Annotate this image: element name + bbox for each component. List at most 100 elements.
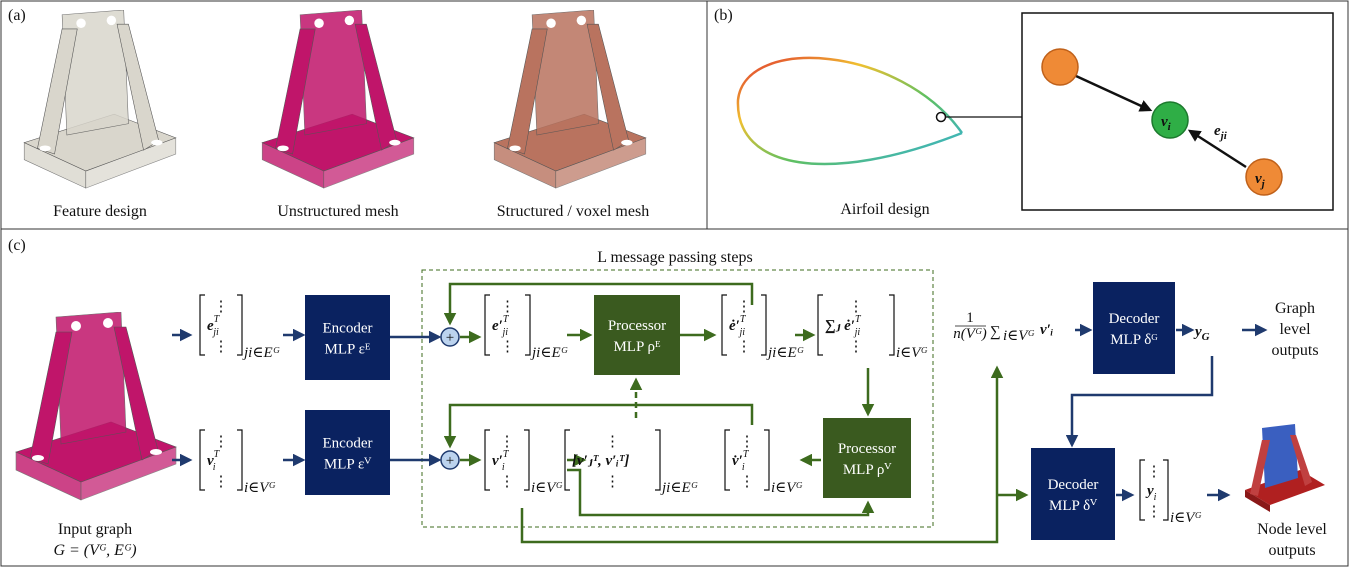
bracket [1163,460,1168,520]
matrix-index: ji∈Eᴳ [766,345,804,361]
vdots: ⋮ [605,474,620,490]
airfoil [738,58,962,164]
mesh-image [262,10,414,188]
matrix-index: ji∈Eᴳ [530,345,568,361]
caption: Feature design [53,203,147,220]
block [305,410,390,495]
bracket [725,430,730,490]
block [594,295,680,375]
matrix-index: i∈Vᴳ [771,480,802,496]
pooling: 1 n(Vᴳ) ∑ i∈Vᴳ v′ᵢ [953,310,1053,344]
vdots: ⋮ [500,474,515,490]
entry-sup: T [214,449,221,460]
vdots: ⋮ [605,434,620,450]
graph-output: yG [1193,324,1210,343]
voxel-image [494,10,646,188]
entry-sub: i [1154,492,1157,503]
block-name: Decoder [1048,477,1099,493]
block-mlp: MLP ρⱽ [843,462,892,478]
graph-outputs-label: level [1279,321,1311,338]
denominator: n(Vᴳ) [953,326,986,342]
block-mlp: MLP δᴳ [1110,332,1158,348]
edge-sub: ji [1219,130,1228,142]
vdots: ⋮ [500,339,515,355]
block [1031,448,1115,540]
input-graph: G = (Vᴳ, Eᴳ) [53,542,136,559]
output-sub: G [1202,331,1210,343]
entry-base: ∑ⱼ ė′ [825,318,855,334]
entry-sup: T [743,449,750,460]
bracket [237,430,242,490]
vdots: ⋮ [740,434,755,450]
entry-sub: ji [211,327,219,338]
block-mlp: MLP εⱽ [324,457,371,473]
plus-sign: + [446,453,454,469]
bracket [200,430,205,490]
entry-base: y [1145,483,1154,499]
matrix-index: ji∈Eᴳ [660,480,698,496]
matrix-entry: ė′Tji [729,314,747,338]
matrix-entry: v̇′Ti [732,449,750,473]
entry-base: e′ [492,318,503,334]
numerator: 1 [966,310,974,326]
output-base: y [1193,324,1202,340]
bracket [818,295,823,355]
input-title: Input graph [58,521,132,538]
vdots: ⋮ [737,339,752,355]
vdots: ⋮ [1147,504,1162,520]
block [305,295,390,380]
entry-sub: ji [853,327,861,338]
bracket [889,295,894,355]
loop-title: L message passing steps [597,249,752,266]
bracket [485,430,490,490]
sum-symbol: ∑ [990,324,1001,340]
vdots: ⋮ [214,299,229,315]
vdots: ⋮ [737,299,752,315]
block-name: Encoder [323,436,373,452]
figure: (a) Feature design Unstructured mesh Str… [0,0,1350,568]
node [1042,49,1078,85]
bracket [524,430,529,490]
entry-sub: ji [500,327,508,338]
block-mlp: MLP δⱽ [1049,498,1097,514]
block-mlp: MLP ρᴱ [613,339,661,355]
block-name: Processor [608,318,666,334]
graph-outputs-label: outputs [1271,342,1318,359]
vdots: ⋮ [214,474,229,490]
node-outputs-label: outputs [1268,542,1315,559]
vdots: ⋮ [500,299,515,315]
bracket [1140,460,1145,520]
sum-index: i∈Vᴳ [1003,328,1034,344]
vdots: ⋮ [214,434,229,450]
bracket [655,430,660,490]
vdots: ⋮ [500,434,515,450]
entry-base: ė′ [729,318,740,334]
node-outputs-label: Node level [1257,521,1327,538]
panel-label: (b) [714,7,733,24]
selected-node [937,113,946,122]
bracket [525,295,530,355]
block-name: Processor [838,441,896,457]
entry-sup: T [740,314,747,325]
input-image [16,312,176,500]
feature-image [24,10,176,188]
matrix-entry: [v′ⱼᵀ, v′ᵢᵀ] [572,453,629,469]
caption: Structured / voxel mesh [497,203,649,220]
panel-label: (a) [8,7,26,24]
vdots: ⋮ [849,339,864,355]
entry-sup: T [214,314,221,325]
matrix-entry: eTji [207,314,221,338]
vdots: ⋮ [1147,464,1162,480]
entry-sup: T [855,314,862,325]
block [823,418,911,498]
entry-sub: i [742,462,745,473]
node-output-image [1245,424,1325,512]
bracket [237,295,242,355]
block [1093,282,1175,374]
block-name: Decoder [1109,311,1160,327]
bracket [764,430,769,490]
bracket [722,295,727,355]
